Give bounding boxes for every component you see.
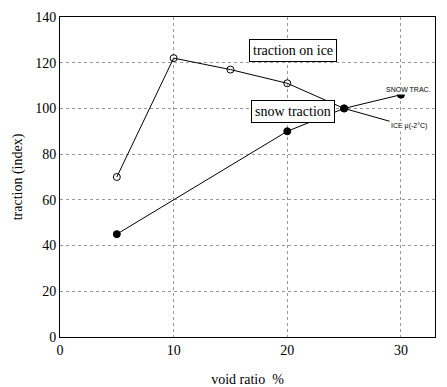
svg-text:40: 40 [42, 238, 56, 253]
svg-text:120: 120 [35, 56, 56, 71]
svg-text:SNOW TRAC.: SNOW TRAC. [386, 86, 431, 93]
svg-text:20: 20 [280, 343, 294, 358]
svg-text:traction on ice: traction on ice [253, 43, 333, 58]
svg-text:140: 140 [35, 10, 56, 25]
svg-text:ICE μ(-2°C): ICE μ(-2°C) [391, 122, 427, 130]
svg-text:60: 60 [42, 193, 56, 208]
svg-text:traction (index): traction (index) [10, 133, 26, 220]
svg-text:10: 10 [167, 343, 181, 358]
svg-text:30: 30 [394, 343, 408, 358]
svg-text:snow traction: snow traction [255, 104, 331, 119]
svg-text:0: 0 [49, 330, 56, 345]
svg-text:0: 0 [57, 343, 64, 358]
svg-text:void ratio %: void ratio % [211, 372, 284, 387]
svg-text:100: 100 [35, 101, 56, 116]
svg-text:20: 20 [42, 284, 56, 299]
svg-text:80: 80 [42, 147, 56, 162]
